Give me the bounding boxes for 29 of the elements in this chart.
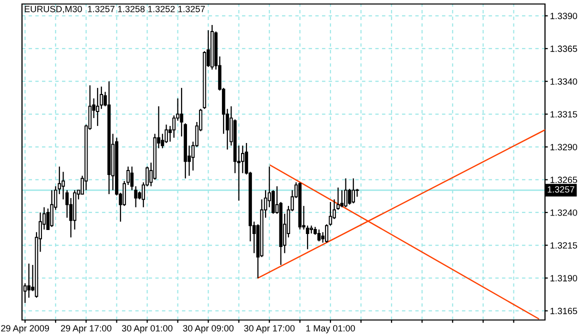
chart-title: EURUSD,M30 1.3257 1.3258 1.3252 1.3257 bbox=[24, 6, 205, 14]
y-tick-label: 1.3315 bbox=[550, 111, 578, 118]
x-tick-label: 30 Apr 17:00 bbox=[244, 325, 295, 334]
y-tick-label: 1.3390 bbox=[550, 12, 578, 20]
x-tick-label: 30 Apr 01:00 bbox=[122, 325, 172, 334]
y-tick-label: 1.3215 bbox=[550, 242, 578, 249]
candlestick bbox=[352, 178, 355, 204]
y-tick-label: 1.3340 bbox=[550, 78, 578, 85]
candlestick bbox=[50, 190, 54, 228]
x-tick-label: 29 Apr 2009 bbox=[1, 325, 49, 334]
x-tick-label: 1 May 01:00 bbox=[306, 325, 355, 334]
y-tick-label: 1.3290 bbox=[550, 144, 578, 150]
y-tick-label: 1.3190 bbox=[550, 275, 578, 282]
x-tick-label: 29 Apr 17:00 bbox=[60, 325, 112, 334]
candlestick bbox=[164, 124, 168, 144]
y-tick-label: 1.3165 bbox=[550, 308, 578, 314]
candlestick bbox=[340, 190, 344, 208]
candlestick bbox=[180, 87, 184, 137]
y-tick-label: 1.3265 bbox=[550, 176, 578, 184]
x-tick-label: 30 Apr 09:00 bbox=[183, 325, 234, 334]
candlestick bbox=[344, 178, 348, 208]
candlestick bbox=[100, 86, 104, 110]
ref-line-label: 1.3257 bbox=[548, 186, 574, 193]
candlestick bbox=[348, 188, 352, 206]
candlestick bbox=[96, 87, 100, 126]
y-tick-label: 1.3240 bbox=[550, 209, 578, 216]
candlestick bbox=[317, 228, 321, 242]
y-tick-label: 1.3365 bbox=[550, 46, 578, 52]
candlestick bbox=[27, 263, 30, 298]
